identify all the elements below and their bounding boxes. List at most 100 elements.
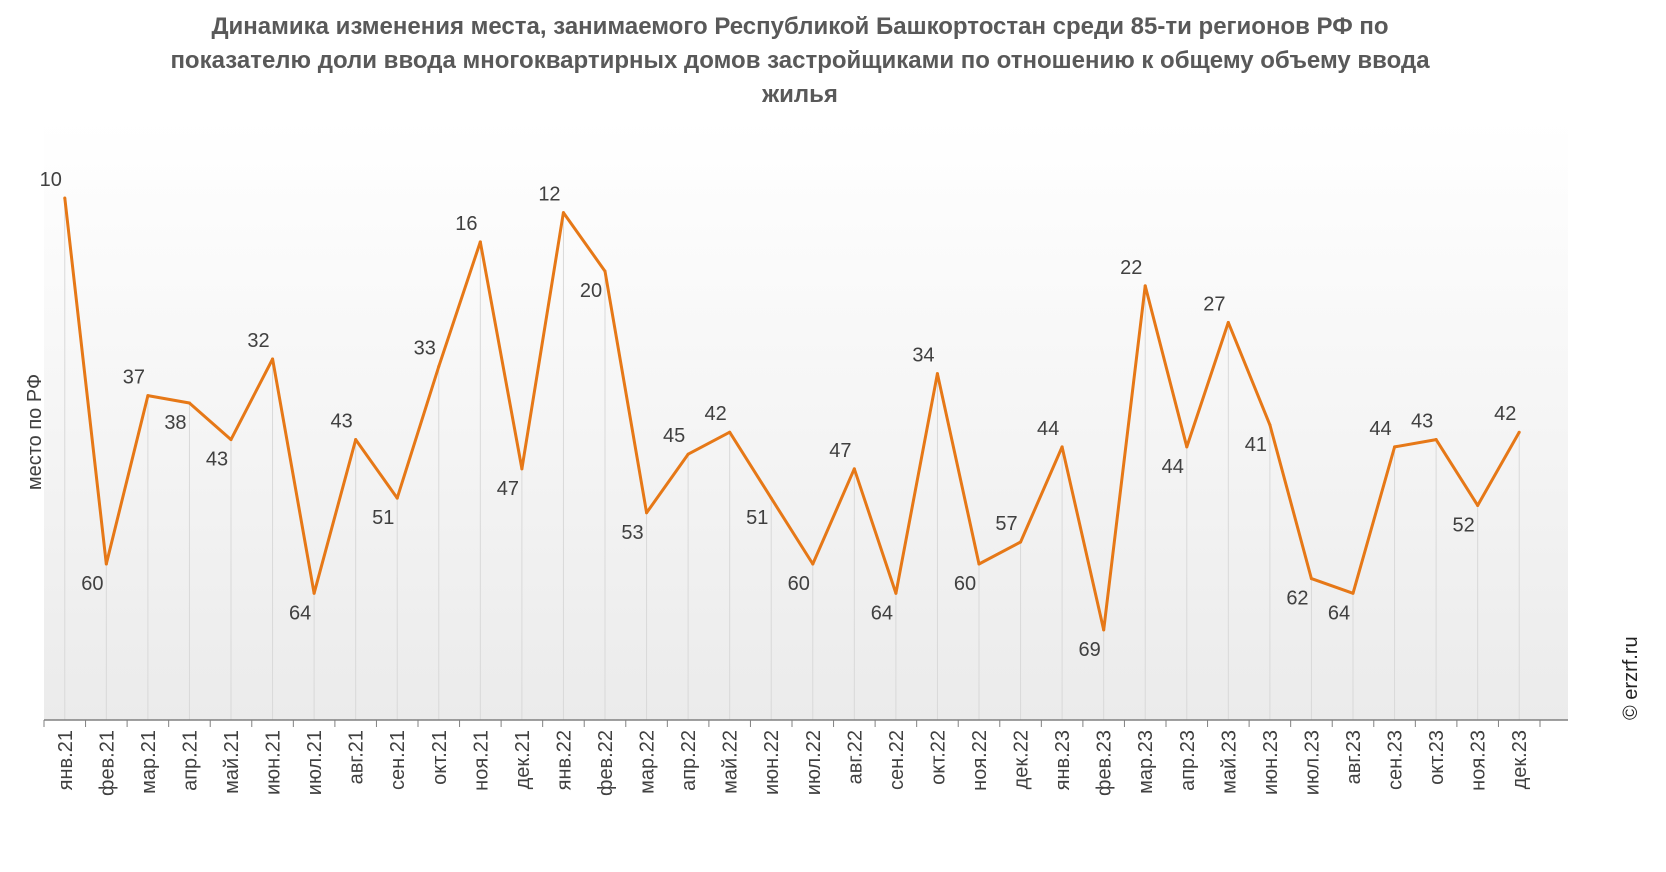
data-point [478,240,482,244]
data-point [603,269,607,273]
data-point [104,562,108,566]
x-tick-label: янв.21 [55,730,77,790]
data-point [146,394,150,398]
x-tick-label: апр.21 [179,730,201,791]
data-label: 10 [40,169,62,191]
x-tick-label: ноя.21 [470,730,492,791]
x-tick-label: июл.23 [1301,730,1323,795]
data-point [520,467,524,471]
x-tick-label: окт.22 [927,730,949,785]
data-point [1517,430,1521,434]
data-label: 52 [1453,514,1475,536]
data-label: 16 [455,213,477,235]
data-point [811,562,815,566]
x-tick-label: май.22 [720,730,742,794]
x-tick-label: мар.23 [1135,730,1157,794]
data-point [645,511,649,515]
data-label: 69 [1079,639,1101,661]
x-tick-label: авг.21 [346,730,368,784]
series-line [63,197,1521,632]
data-label: 20 [580,280,602,302]
data-point [1226,320,1230,324]
data-point [894,591,898,595]
data-point [63,196,67,200]
data-point [1185,445,1189,449]
data-label: 27 [1203,293,1225,315]
data-label: 60 [788,573,810,595]
data-point [935,372,939,376]
data-label: 22 [1120,257,1142,279]
data-point [1476,503,1480,507]
data-label: 60 [81,573,103,595]
data-label: 32 [247,330,269,352]
data-point [354,438,358,442]
data-point [769,496,773,500]
data-point [852,467,856,471]
x-tick-label: июл.21 [304,730,326,795]
x-tick-label: янв.23 [1052,730,1074,790]
x-tick-label: дек.23 [1509,730,1531,789]
data-point [271,357,275,361]
x-tick-label: авг.23 [1343,730,1365,784]
data-label: 37 [123,367,145,389]
x-tick-label: дек.22 [1011,730,1033,789]
data-label: 43 [206,449,228,471]
data-label: 64 [1328,602,1350,624]
data-point [1143,284,1147,288]
data-point [1019,540,1023,544]
data-point [1351,591,1355,595]
data-label: 45 [663,425,685,447]
chart-title: Динамика изменения места, занимаемого Ре… [170,13,1430,108]
data-point [1268,423,1272,427]
data-point [1434,438,1438,442]
x-tick-label: июн.22 [761,730,783,795]
data-label: 34 [912,345,934,367]
data-label: 44 [1037,418,1059,440]
data-point [229,438,233,442]
x-tick-label: мар.22 [637,730,659,794]
data-label: 47 [497,478,519,500]
data-point [561,211,565,215]
data-label: 42 [705,403,727,425]
data-label: 53 [621,522,643,544]
data-label: 42 [1494,403,1516,425]
data-label: 60 [954,573,976,595]
x-tick-label: сен.23 [1385,730,1407,790]
data-label: 64 [871,602,893,624]
x-tick-label: ноя.23 [1468,730,1490,791]
data-point [1393,445,1397,449]
data-label: 12 [538,184,560,206]
x-tick-label: окт.21 [429,730,451,785]
x-tick-label: фев.22 [595,730,617,796]
x-tick-label: мар.21 [138,730,160,794]
data-label: 44 [1162,456,1184,478]
data-point [1309,577,1313,581]
data-point [312,591,316,595]
x-tick-label: дек.21 [512,730,534,789]
x-tick-label: сен.21 [387,730,409,790]
data-label: 51 [372,507,394,529]
data-label: 62 [1286,588,1308,610]
data-point [977,562,981,566]
x-tick-label: авг.22 [844,730,866,784]
data-label: 44 [1369,418,1391,440]
x-tick-label: апр.23 [1177,730,1199,791]
plot-area [44,120,1568,720]
data-point [686,452,690,456]
data-point [1102,628,1106,632]
data-point [187,401,191,405]
x-tick-label: апр.22 [678,730,700,791]
x-tick-label: янв.22 [553,730,575,790]
x-tick-label: июл.22 [803,730,825,795]
x-tick-label: фев.21 [96,730,118,796]
x-tick-label: окт.23 [1426,730,1448,785]
x-tick-label: фев.23 [1094,730,1116,796]
data-label: 43 [331,411,353,433]
data-point [395,496,399,500]
x-tick-label: май.21 [221,730,243,794]
data-label: 33 [414,337,436,359]
data-label: 57 [995,513,1017,535]
data-label: 47 [829,440,851,462]
data-point [1060,445,1064,449]
